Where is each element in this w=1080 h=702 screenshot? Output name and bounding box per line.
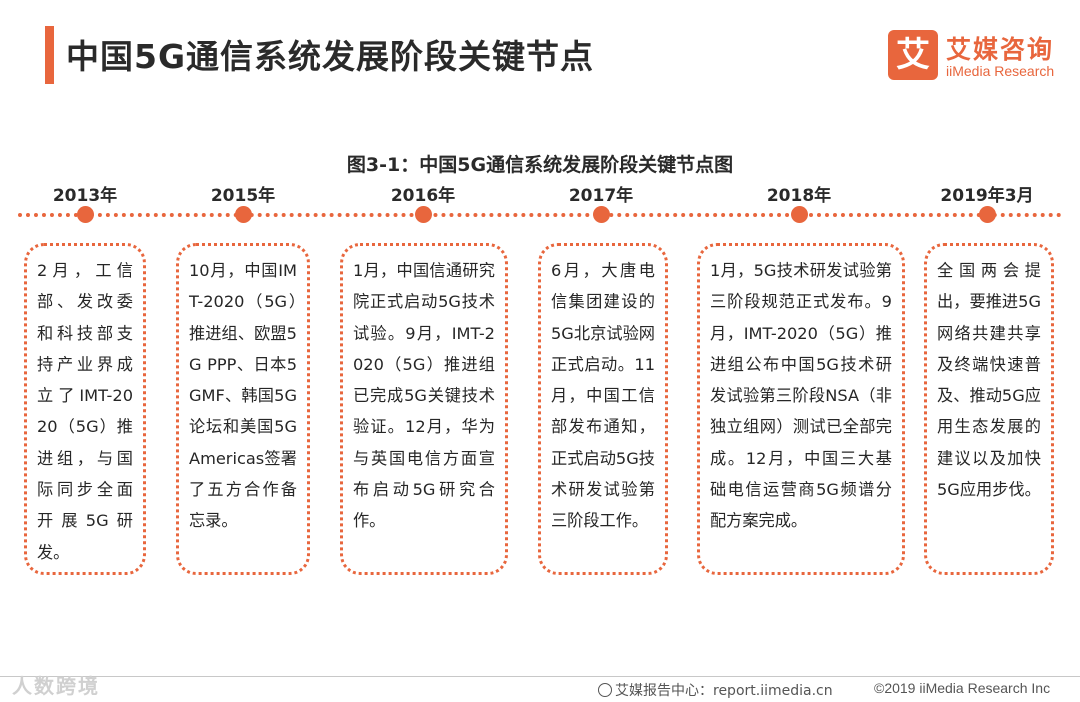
title-accent-bar <box>45 26 54 84</box>
brand-logo: 艾 艾媒咨询 iiMedia Research <box>888 30 1068 86</box>
figure-caption: 图3-1：中国5G通信系统发展阶段关键节点图 <box>346 154 734 176</box>
year-label: 2019年3月 <box>940 186 1034 206</box>
page-title: 中国5G通信系统发展阶段关键节点 <box>66 37 595 76</box>
milestone-text: 10月，中国IMT-2020（5G）推进组、欧盟5G PPP、日本5GMF、韩国… <box>189 261 297 531</box>
milestone-card: 1月，5G技术研发试验第三阶段规范正式发布。9月，IMT-2020（5G）推进组… <box>697 243 905 575</box>
milestone-text: 全国两会提出，要推进5G网络共建共享及终端快速普及、推动5G应用生态发展的建议以… <box>937 261 1041 500</box>
year-label: 2017年 <box>568 186 634 206</box>
milestone-card: 10月，中国IMT-2020（5G）推进组、欧盟5G PPP、日本5GMF、韩国… <box>176 243 310 575</box>
milestone-text: 2月，工信部、发改委和科技部支持产业界成立了IMT-2020（5G）推进组，与国… <box>37 261 133 562</box>
footer-source: 艾媒报告中心：report.iimedia.cn <box>598 680 833 700</box>
logo-mark-icon: 艾 <box>888 30 938 80</box>
globe-icon <box>598 683 612 697</box>
milestone-text: 1月，5G技术研发试验第三阶段规范正式发布。9月，IMT-2020（5G）推进组… <box>710 261 892 531</box>
timeline-dot <box>979 206 996 223</box>
milestone-card: 全国两会提出，要推进5G网络共建共享及终端快速普及、推动5G应用生态发展的建议以… <box>924 243 1054 575</box>
year-label: 2015年 <box>210 186 276 206</box>
timeline-dot <box>593 206 610 223</box>
milestone-card: 1月，中国信通研究院正式启动5G技术试验。9月，IMT-2020（5G）推进组已… <box>340 243 508 575</box>
logo-name-en: iiMedia Research <box>946 63 1055 79</box>
footer-copyright: ©2019 iiMedia Research Inc <box>874 680 1051 696</box>
year-label: 2013年 <box>52 186 118 206</box>
timeline-dot <box>77 206 94 223</box>
milestone-card: 6月，大唐电信集团建设的5G北京试验网正式启动。11月，中国工信部发布通知，正式… <box>538 243 668 575</box>
timeline-dot <box>791 206 808 223</box>
year-label: 2018年 <box>766 186 832 206</box>
watermark: 人数跨境 <box>12 674 100 698</box>
milestone-text: 1月，中国信通研究院正式启动5G技术试验。9月，IMT-2020（5G）推进组已… <box>353 261 495 531</box>
milestone-text: 6月，大唐电信集团建设的5G北京试验网正式启动。11月，中国工信部发布通知，正式… <box>551 261 655 531</box>
footer-divider <box>0 676 1080 677</box>
logo-name-cn: 艾媒咨询 <box>946 35 1055 64</box>
footer-source-text: 艾媒报告中心：report.iimedia.cn <box>615 683 833 699</box>
year-label: 2016年 <box>390 186 456 206</box>
timeline-dot <box>415 206 432 223</box>
timeline-axis <box>18 213 1062 217</box>
milestone-card: 2月，工信部、发改委和科技部支持产业界成立了IMT-2020（5G）推进组，与国… <box>24 243 146 575</box>
timeline-dot <box>235 206 252 223</box>
